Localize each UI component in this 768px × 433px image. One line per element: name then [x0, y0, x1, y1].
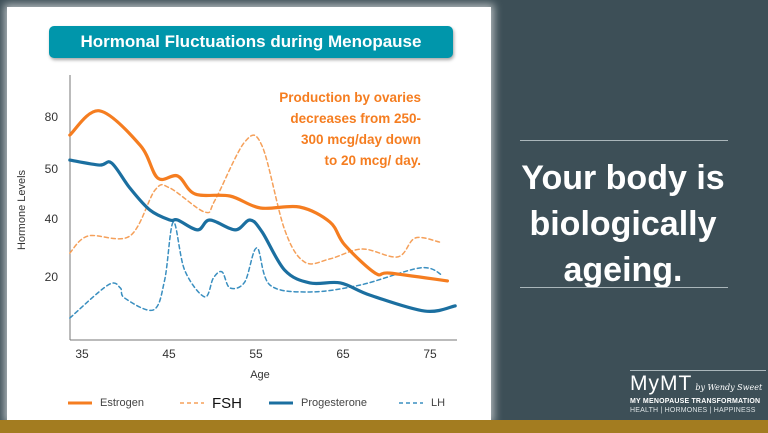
x-tick-label: 55 — [249, 347, 263, 361]
divider-bottom — [520, 287, 728, 288]
legend-item-lh: LH — [399, 394, 445, 412]
lh-swatch — [399, 402, 423, 404]
logo-name: MyMT — [630, 372, 693, 395]
chart-panel — [7, 7, 491, 420]
logo-values: HEALTH | HORMONES | HAPPINESS — [630, 407, 756, 414]
ovary-production-note: Production by ovaries decreases from 250… — [201, 87, 421, 171]
legend-label: LH — [431, 397, 446, 409]
note-line: 300 mcg/day down — [300, 132, 421, 147]
legend-label: Estrogen — [100, 397, 145, 409]
headline-line: biologically — [529, 205, 717, 243]
x-tick-label: 65 — [336, 347, 350, 361]
legend-item-estrogen: Estrogen — [68, 394, 144, 412]
note-line: Production by ovaries — [279, 90, 421, 105]
legend-label: FSH — [212, 394, 242, 412]
headline-line: ageing. — [563, 251, 683, 289]
logo-tagline: MY MENOPAUSE TRANSFORMATION — [630, 398, 761, 405]
note-line: to 20 mcg/ day. — [324, 153, 421, 168]
x-tick-label: 75 — [423, 347, 437, 361]
note-line: decreases from 250- — [290, 111, 421, 126]
x-tick-label: 45 — [162, 347, 176, 361]
series-line-lh — [69, 221, 443, 319]
x-tick-label: 35 — [75, 347, 89, 361]
legend-item-progesterone: Progesterone — [269, 394, 367, 412]
series-line-estrogen — [68, 109, 449, 283]
series-line-progesterone — [68, 158, 457, 314]
chart-title: Hormonal Fluctuations during Menopause — [49, 26, 453, 58]
mymt-logo: MyMT by Wendy Sweet MY MENOPAUSE TRANSFOR… — [630, 370, 766, 415]
estrogen-swatch — [68, 401, 92, 405]
y-tick-label: 80 — [45, 110, 59, 124]
legend-label: Progesterone — [301, 397, 368, 409]
y-tick-label: 40 — [45, 212, 59, 226]
gold-footer-bar — [0, 420, 768, 433]
y-axis-label: Hormone Levels — [16, 169, 28, 250]
y-tick-label: 20 — [45, 270, 59, 284]
series-line-fsh — [69, 134, 441, 265]
chart-legend: Estrogen FSH Progesterone LH — [68, 394, 468, 412]
divider-top — [520, 140, 728, 141]
fsh-swatch — [180, 402, 204, 404]
logo-byline: by Wendy Sweet — [695, 383, 763, 392]
progesterone-swatch — [269, 401, 293, 405]
headline: Your body is biologically ageing. — [490, 155, 756, 293]
headline-line: Your body is — [521, 159, 725, 197]
y-tick-label: 50 — [45, 162, 59, 176]
x-axis-label: Age — [250, 369, 270, 381]
legend-item-fsh: FSH — [180, 394, 242, 412]
